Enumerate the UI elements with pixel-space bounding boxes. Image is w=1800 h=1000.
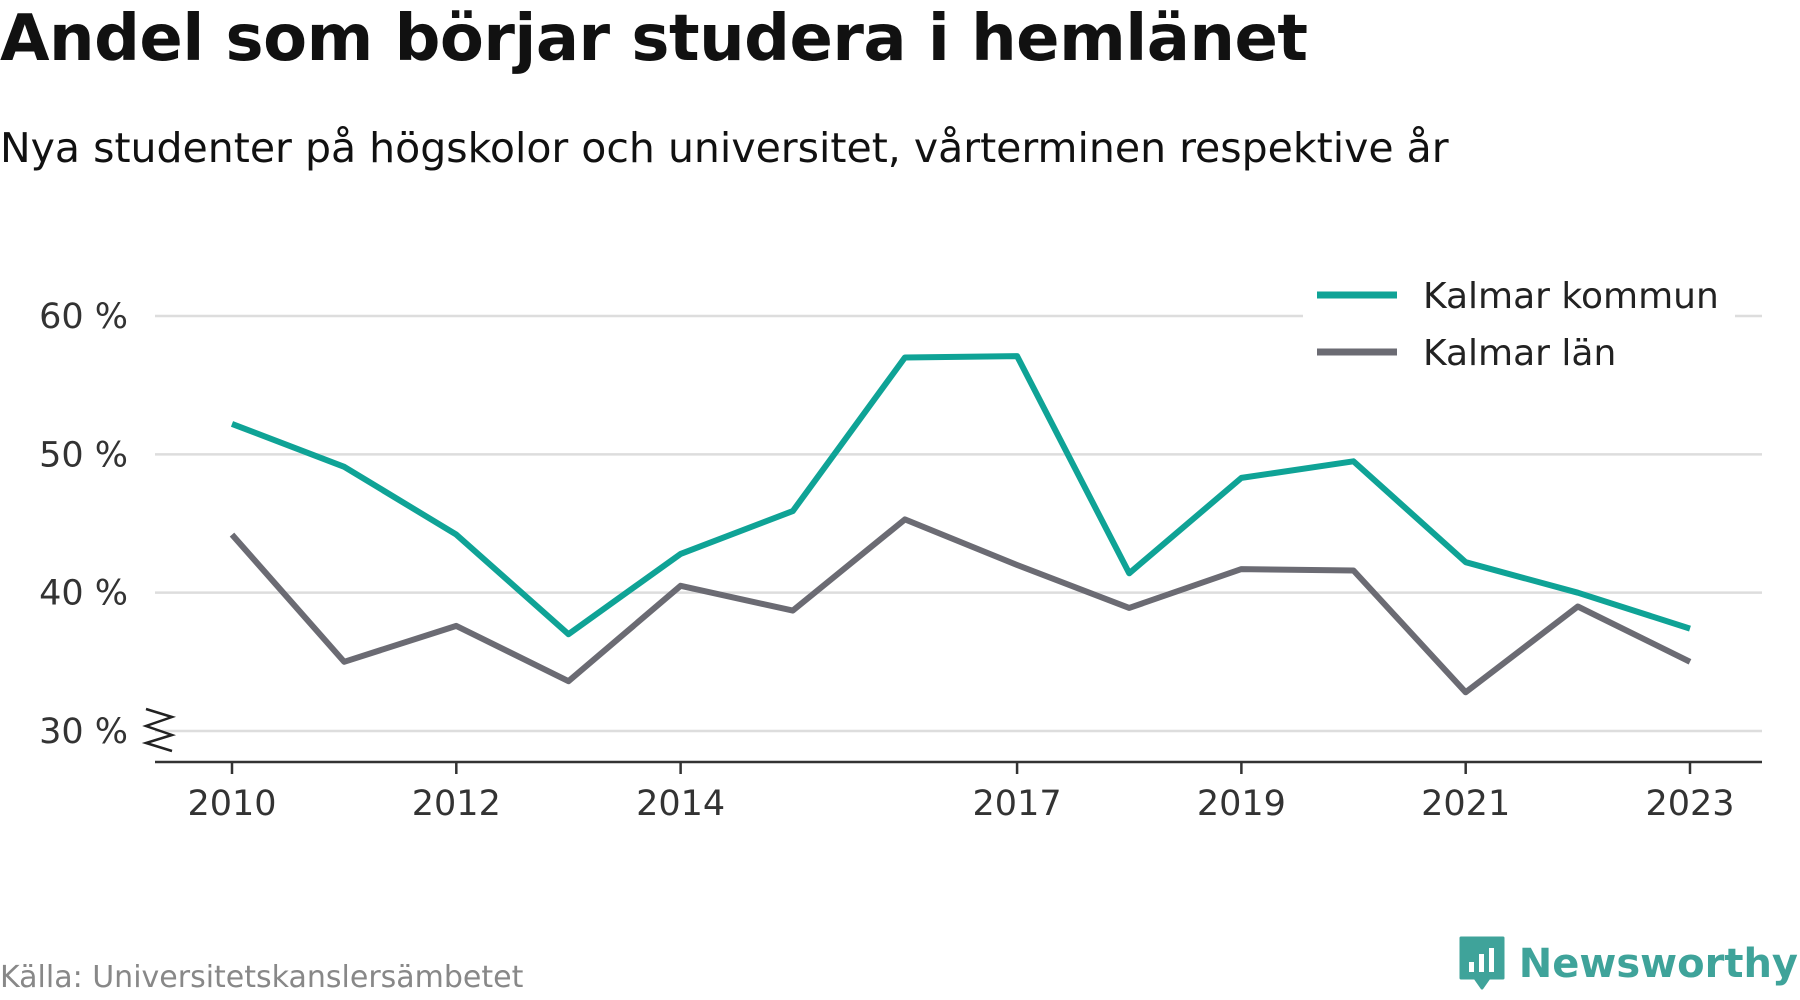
newsworthy-logo-icon [1459,936,1505,990]
source-note: Källa: Universitetskanslersämbetet [0,960,524,995]
series-line [230,353,1691,638]
brand-name: Newsworthy [1518,941,1798,987]
x-tick-label: 2023 [1645,784,1734,824]
legend-label: Kalmar kommun [1423,276,1719,317]
series-layer [229,353,1692,696]
chart-title: Andel som börjar studera i hemlänet [0,2,1308,76]
brand-logo[interactable]: Newsworthy [1457,936,1798,992]
x-tick-label: 2014 [636,784,725,824]
x-tick-label: 2021 [1421,784,1510,824]
x-tick-label: 2010 [187,784,276,824]
series-line [229,516,1692,696]
chart-subtitle: Nya studenter på högskolor och universit… [0,124,1449,172]
legend: Kalmar kommun Kalmar län [1303,268,1735,380]
legend-label: Kalmar län [1423,333,1616,374]
x-tick-label: 2017 [973,784,1062,824]
y-tick-label: 40 % [39,574,128,614]
axis-break-icon [141,707,177,753]
axis-layer: 60 % 50 % 40 % 30 % 2010 2012 2014 2017 2019 2021… [39,297,1762,824]
x-tick-label: 2019 [1197,784,1286,824]
x-tick-label: 2012 [412,784,501,824]
y-tick-label: 60 % [39,297,128,337]
legend-background [1303,268,1735,380]
y-tick-label: 30 % [39,712,128,752]
y-tick-label: 50 % [39,435,128,475]
